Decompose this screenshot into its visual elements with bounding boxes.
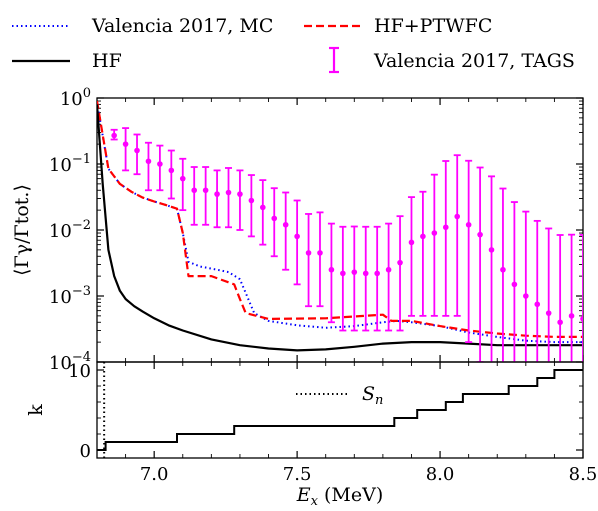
xtick-label-1: 7.5 <box>283 464 312 485</box>
k-step-line <box>97 369 583 451</box>
xlabel-unit: (MeV) <box>318 484 383 506</box>
tags-point <box>260 204 266 211</box>
top-ytick-exp-0: −4 <box>72 350 91 365</box>
top-ytick-base-3: 10 <box>49 155 72 176</box>
tags-point <box>408 239 415 246</box>
series-line-1 <box>97 100 583 338</box>
tags-point <box>397 259 403 266</box>
tags-point <box>134 147 140 154</box>
tags-point <box>362 270 369 277</box>
top-panel-frame <box>96 97 584 363</box>
top-ytick-label-4: 100 <box>60 86 91 110</box>
tags-point <box>465 221 472 228</box>
tags-point <box>545 310 552 316</box>
tags-point <box>431 230 438 236</box>
top-ylabel-group: ⟨Γγ/Γtot.⟩ <box>11 184 33 276</box>
xtick-label-0: 7.0 <box>140 464 169 485</box>
tags-point <box>191 187 197 194</box>
xtick-label-2: 8.0 <box>426 464 455 485</box>
tags-point <box>179 175 186 182</box>
tags-point <box>145 158 152 165</box>
bottom-panel: 0 10 7.0 7.5 8.0 8.5 k Ex (MeV) Sn <box>25 361 597 509</box>
legend-label-3: Valencia 2017, TAGS <box>373 50 575 72</box>
top-ytick-exp-3: −1 <box>72 152 91 167</box>
series-line-0 <box>97 102 583 344</box>
sn-symbol: S <box>362 383 375 405</box>
tags-point <box>111 132 117 139</box>
xtick-label-3: 8.5 <box>569 464 598 485</box>
tags-point <box>477 231 483 238</box>
tags-point <box>500 266 506 273</box>
bottom-ylabel: k <box>25 404 47 416</box>
top-data <box>97 100 583 362</box>
tags-point <box>202 187 209 194</box>
top-ytick-exp-2: −2 <box>72 218 91 233</box>
tags-point <box>557 319 563 326</box>
top-ytick-label-1: 10−3 <box>49 284 91 308</box>
tags-point <box>237 191 243 197</box>
series-line-2 <box>97 104 583 352</box>
top-ytick-base-1: 10 <box>49 287 72 308</box>
tags-point <box>374 270 380 277</box>
tags-point <box>214 191 220 197</box>
legend-label-2: HF <box>92 50 122 72</box>
tags-point <box>340 270 346 277</box>
top-ytick-label-2: 10−2 <box>49 218 91 242</box>
bottom-ytick-label-0: 0 <box>80 441 91 462</box>
tags-point <box>282 221 289 228</box>
tags-point <box>580 316 583 322</box>
bottom-panel-frame <box>96 361 584 459</box>
bottom-ytick-label-1: 10 <box>68 361 91 382</box>
xlabel-symbol: E <box>296 484 311 506</box>
legend: Valencia 2017, MC HF+PTWFC HF Valencia 2017… <box>12 15 575 74</box>
tags-point <box>568 313 575 319</box>
tags-point <box>351 269 358 275</box>
tags-point <box>511 281 518 288</box>
tags-point <box>305 250 312 256</box>
legend-label-1: HF+PTWFC <box>374 15 492 37</box>
tags-point <box>168 167 175 174</box>
top-ytick-label-0: 10−4 <box>49 350 91 374</box>
top-ytick-base-0: 10 <box>49 353 72 374</box>
tags-point <box>385 266 392 273</box>
tags-point <box>317 250 323 256</box>
tags-point <box>122 141 129 147</box>
tags-point <box>534 301 541 308</box>
top-ytick-exp-1: −3 <box>72 284 91 299</box>
sn-subscript: n <box>375 393 383 408</box>
legend-label-0: Valencia 2017, MC <box>91 15 273 37</box>
xlabel: Ex (MeV) <box>296 484 384 509</box>
sn-legend-label: Sn <box>362 383 383 408</box>
top-ytick-label-3: 10−1 <box>49 152 91 176</box>
tags-point <box>157 161 163 167</box>
top-ylabel: ⟨Γγ/Γtot.⟩ <box>11 184 33 276</box>
top-ytick-base-4: 10 <box>60 89 83 110</box>
top-ytick-exp-4: 0 <box>83 86 91 101</box>
tags-point <box>328 266 335 273</box>
tags-point <box>488 247 495 253</box>
tags-point <box>248 197 255 204</box>
tags-point <box>523 293 529 299</box>
tags-point <box>294 233 300 240</box>
xlabel-subscript: x <box>311 494 319 509</box>
tags-point <box>271 215 278 222</box>
tags-point <box>225 189 232 196</box>
top-ytick-base-2: 10 <box>49 221 72 242</box>
tags-point <box>454 213 461 220</box>
bottom-ylabel-group: k <box>25 404 47 416</box>
tags-point <box>420 233 426 240</box>
bottom-data <box>97 362 583 458</box>
tags-point <box>442 224 449 231</box>
